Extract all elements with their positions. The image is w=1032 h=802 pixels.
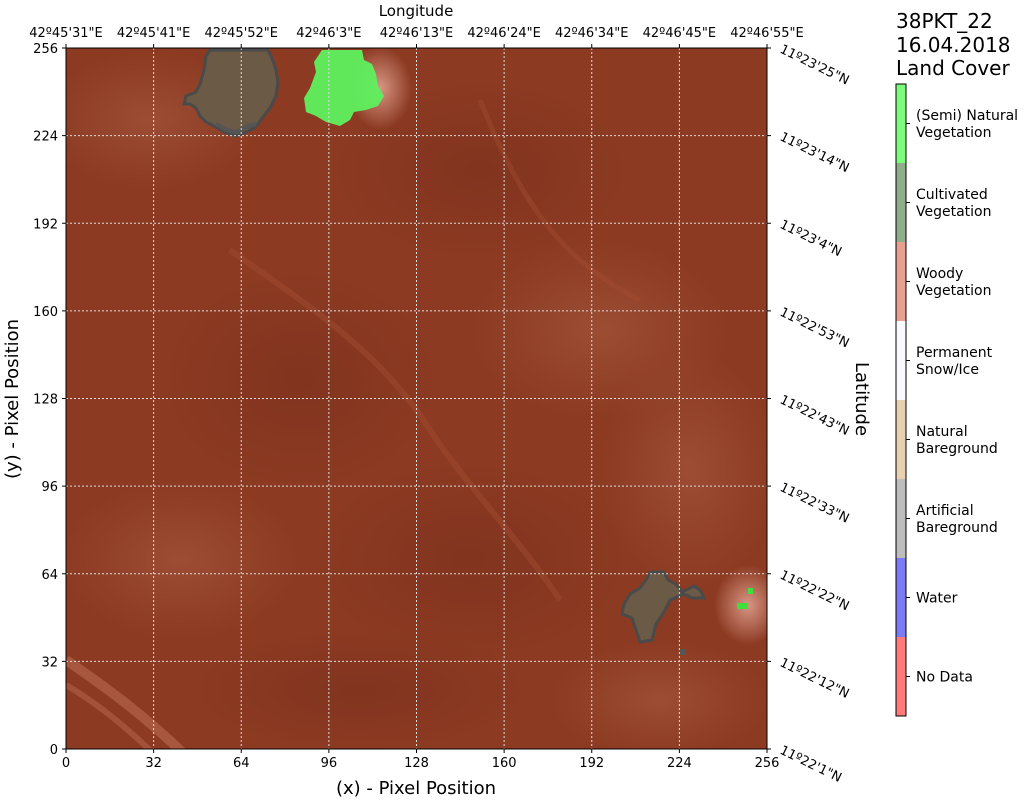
x-tick-label: 224 xyxy=(667,756,692,771)
y-axis-label: (y) - Pixel Position xyxy=(2,319,23,479)
legend-label: Vegetation xyxy=(916,283,992,299)
latitude-tick-label: 11º22'43"N xyxy=(777,393,851,439)
title-line-tile: 38PKT_22 xyxy=(896,9,993,33)
legend-label: Vegetation xyxy=(916,204,992,220)
y-tick-label: 0 xyxy=(50,743,58,758)
longitude-tick-label: 42º45'41"E xyxy=(117,26,191,41)
longitude-tick-label: 42º46'45"E xyxy=(643,26,717,41)
legend-swatch xyxy=(896,242,906,321)
legend-label: Permanent xyxy=(916,345,993,361)
y-tick-label: 160 xyxy=(33,305,58,320)
x-tick-label: 160 xyxy=(492,756,517,771)
legend-label: No Data xyxy=(916,670,973,686)
title-line-date: 16.04.2018 xyxy=(896,33,1011,57)
x-tick-label: 192 xyxy=(579,756,604,771)
x-axis-label: (x) - Pixel Position xyxy=(336,778,496,799)
legend-label: Snow/Ice xyxy=(916,362,979,378)
latitude-tick-label: 11º23'14"N xyxy=(777,130,851,176)
latitude-tick-label: 11º22'12"N xyxy=(777,655,851,701)
legend-swatch xyxy=(896,479,906,558)
legend-swatch xyxy=(896,400,906,479)
longitude-ticks: 42º45'31"E 42º45'41"E 42º45'52"E 42º46'3"E 4… xyxy=(29,26,804,48)
x-tick-label: 256 xyxy=(755,756,780,771)
legend-label: Bareground xyxy=(916,441,998,457)
y-tick-label: 64 xyxy=(41,568,58,583)
latitude-tick-label: 11º23'25"N xyxy=(777,42,851,88)
legend-swatch xyxy=(896,637,906,716)
x-tick-label: 64 xyxy=(233,756,250,771)
y-tick-label: 128 xyxy=(33,393,58,408)
latitude-tick-label: 11º22'53"N xyxy=(777,305,851,351)
figure-title: 38PKT_22 16.04.2018 Land Cover xyxy=(896,9,1011,80)
longitude-tick-label: 42º46'24"E xyxy=(467,26,541,41)
longitude-tick-label: 42º46'55"E xyxy=(730,26,804,41)
legend-label: Vegetation xyxy=(916,125,992,141)
latitude-axis-label: Latitude xyxy=(851,362,872,436)
longitude-tick-label: 42º46'34"E xyxy=(555,26,629,41)
longitude-axis-label: Longitude xyxy=(379,2,454,20)
legend-label: Artificial xyxy=(916,503,974,519)
map-raster xyxy=(40,46,782,760)
x-tick-label: 0 xyxy=(62,756,70,771)
latitude-tick-label: 11º22'1"N xyxy=(777,743,844,786)
latitude-tick-label: 11º22'22"N xyxy=(777,568,851,614)
longitude-tick-label: 42º45'52"E xyxy=(204,26,278,41)
legend-label: Cultivated xyxy=(916,187,988,203)
y-axis-ticks: 0 32 64 96 128 160 192 224 256 xyxy=(33,42,66,758)
legend-swatch xyxy=(896,84,906,163)
x-tick-label: 128 xyxy=(404,756,429,771)
land-cover-legend: (Semi) NaturalVegetationCultivatedVegeta… xyxy=(896,84,1018,716)
longitude-tick-label: 42º46'13"E xyxy=(380,26,454,41)
y-tick-label: 32 xyxy=(41,655,58,670)
longitude-tick-label: 42º46'3"E xyxy=(296,26,361,41)
x-tick-label: 32 xyxy=(145,756,162,771)
legend-swatch xyxy=(896,321,906,400)
legend-swatch xyxy=(896,163,906,242)
longitude-tick-label: 42º45'31"E xyxy=(29,26,103,41)
y-tick-label: 96 xyxy=(41,480,58,495)
legend-label: (Semi) Natural xyxy=(916,108,1018,124)
y-tick-label: 256 xyxy=(33,42,58,57)
legend-label: Woody xyxy=(916,266,963,282)
x-axis-ticks: 0 32 64 96 128 160 192 224 256 xyxy=(62,749,780,771)
latitude-ticks: 11º22'1"N 11º22'12"N 11º22'22"N 11º22'33"N 1… xyxy=(767,42,851,786)
latitude-tick-label: 11º23'4"N xyxy=(777,217,844,260)
legend-label: Bareground xyxy=(916,520,998,536)
title-line-product: Land Cover xyxy=(896,56,1010,80)
legend-label: Natural xyxy=(916,424,968,440)
y-tick-label: 224 xyxy=(33,130,58,145)
legend-swatch xyxy=(896,558,906,637)
x-tick-label: 96 xyxy=(321,756,338,771)
y-tick-label: 192 xyxy=(33,217,58,232)
latitude-tick-label: 11º22'33"N xyxy=(777,480,851,526)
legend-label: Water xyxy=(916,591,958,607)
